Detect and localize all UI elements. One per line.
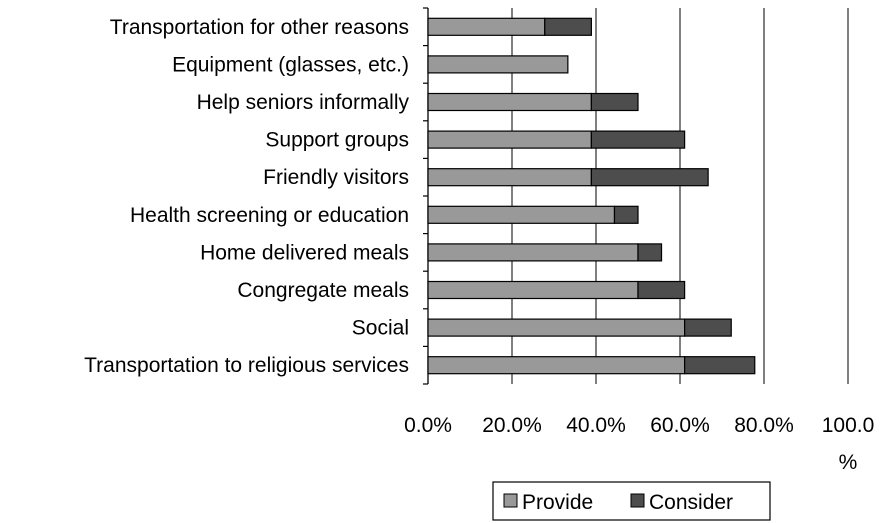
legend: Provide Consider <box>492 481 771 521</box>
category-label: Transportation for other reasons <box>110 16 409 39</box>
bar-consider-5 <box>613 205 639 224</box>
bar-consider-3 <box>590 130 686 149</box>
legend-label-provide: Provide <box>522 491 593 514</box>
bar-consider-8 <box>684 318 732 337</box>
bar-consider-9 <box>684 356 756 375</box>
category-label: Home delivered meals <box>200 241 409 264</box>
bar-consider-4 <box>590 168 709 187</box>
bar-provide-1 <box>427 55 569 74</box>
bar-provide-9 <box>427 356 686 375</box>
bar-consider-2 <box>590 92 639 112</box>
category-label: Transportation to religious services <box>84 354 409 377</box>
x-tick-label: 80.0% <box>734 414 794 437</box>
category-label: Social <box>352 317 409 340</box>
bar-consider-6 <box>637 243 663 262</box>
category-label: Support groups <box>265 129 409 152</box>
legend-swatch-consider <box>630 493 645 508</box>
bar-provide-4 <box>427 168 592 187</box>
bar-provide-2 <box>427 92 592 112</box>
category-label: Congregate meals <box>237 279 409 302</box>
category-label: Help seniors informally <box>197 91 410 114</box>
x-tick-label-line2: % <box>839 451 858 474</box>
x-tick-label: 0.0% <box>404 414 452 437</box>
bar-provide-7 <box>427 280 639 300</box>
bar-provide-5 <box>427 205 616 224</box>
category-label: Equipment (glasses, etc.) <box>172 53 409 76</box>
bars <box>427 17 756 375</box>
x-tick-label: 20.0% <box>482 414 542 437</box>
x-tick-label: 60.0% <box>650 414 710 437</box>
category-label: Friendly visitors <box>263 166 409 189</box>
bar-provide-8 <box>427 318 686 337</box>
x-tick-labels: 0.0% 20.0% 40.0% 60.0% 80.0% 100.0% <box>404 414 874 474</box>
x-tick-label: 100.0 <box>822 414 875 437</box>
bar-consider-7 <box>637 280 686 300</box>
x-tick-label: 40.0% <box>566 414 626 437</box>
bar-provide-6 <box>427 243 639 262</box>
bar-provide-3 <box>427 130 592 149</box>
bar-provide-0 <box>427 17 546 36</box>
legend-label-consider: Consider <box>649 491 733 514</box>
bar-consider-0 <box>544 17 592 36</box>
category-labels: Transportation for other reasons Equipmen… <box>84 16 409 377</box>
legend-swatch-provide <box>503 493 518 508</box>
category-label: Health screening or education <box>130 204 409 227</box>
axes <box>423 7 429 385</box>
